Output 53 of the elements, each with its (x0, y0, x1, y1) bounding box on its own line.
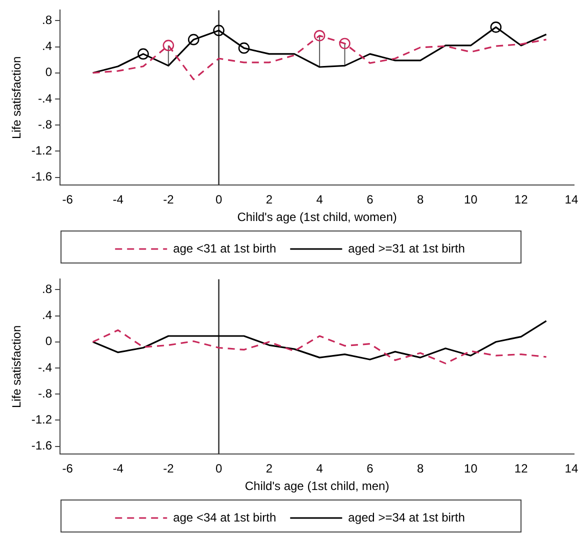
x-tick-label: 12 (514, 462, 528, 476)
x-tick-label: -4 (112, 462, 124, 476)
legend-label: aged >=34 at 1st birth (348, 510, 465, 524)
point (314, 30, 326, 42)
legend-label: aged >=31 at 1st birth (348, 241, 465, 256)
point (490, 22, 502, 33)
y-tick-label: -.8 (38, 117, 52, 132)
x-tick-label: -6 (62, 462, 74, 476)
y-tick-label: .4 (42, 308, 52, 322)
point (339, 38, 350, 50)
y-tick-label: -1.2 (31, 412, 52, 427)
x-tick-label: 14 (564, 192, 578, 207)
x-tick-label: -4 (112, 192, 124, 207)
x-axis-title: Child's age (1st child, women) (237, 210, 397, 224)
x-tick-label: 2 (266, 192, 273, 207)
x-tick-label: 10 (464, 462, 478, 476)
point (188, 34, 200, 46)
x-tick-label: 6 (366, 192, 374, 207)
y-tick-label: -1.2 (31, 144, 52, 158)
point (213, 24, 224, 36)
y-tick-label: .4 (42, 39, 52, 54)
y-tick-label: 0 (45, 334, 52, 348)
x-tick-label: 14 (564, 462, 578, 476)
x-tick-label: -2 (163, 462, 174, 476)
y-tick-label: -1.6 (31, 438, 52, 453)
x-tick-label: -2 (163, 192, 174, 207)
x-axis-title: Child's age (1st child, men) (244, 479, 390, 494)
line-series (92, 329, 548, 364)
y-tick-label: .8 (42, 282, 52, 296)
legend-label: age <34 at 1st birth (173, 510, 276, 524)
y-axis-title: Life satisfaction (10, 56, 24, 140)
x-tick-label: 0 (215, 462, 222, 476)
x-tick-label: 4 (316, 192, 324, 207)
point (162, 40, 174, 52)
point (238, 42, 250, 54)
x-tick-label: 2 (266, 462, 273, 476)
x-tick-label: 0 (215, 192, 222, 207)
y-tick-label: 0 (45, 65, 52, 80)
x-tick-label: 12 (514, 192, 528, 207)
point (138, 48, 149, 60)
x-tick-label: 8 (416, 462, 424, 476)
y-tick-label: .8 (42, 12, 52, 27)
x-tick-label: 6 (366, 462, 374, 476)
x-tick-label: 4 (316, 462, 324, 476)
y-tick-label: -.4 (38, 91, 52, 106)
y-tick-label: -.8 (38, 386, 52, 400)
x-tick-label: 8 (416, 192, 424, 207)
x-tick-label: 10 (464, 192, 478, 207)
legend-label: age <31 at 1st birth (173, 241, 276, 256)
y-tick-label: -.4 (38, 360, 52, 374)
y-tick-label: -1.6 (31, 170, 52, 184)
y-axis-title: Life satisfaction (10, 325, 24, 408)
x-tick-label: -6 (62, 192, 74, 207)
